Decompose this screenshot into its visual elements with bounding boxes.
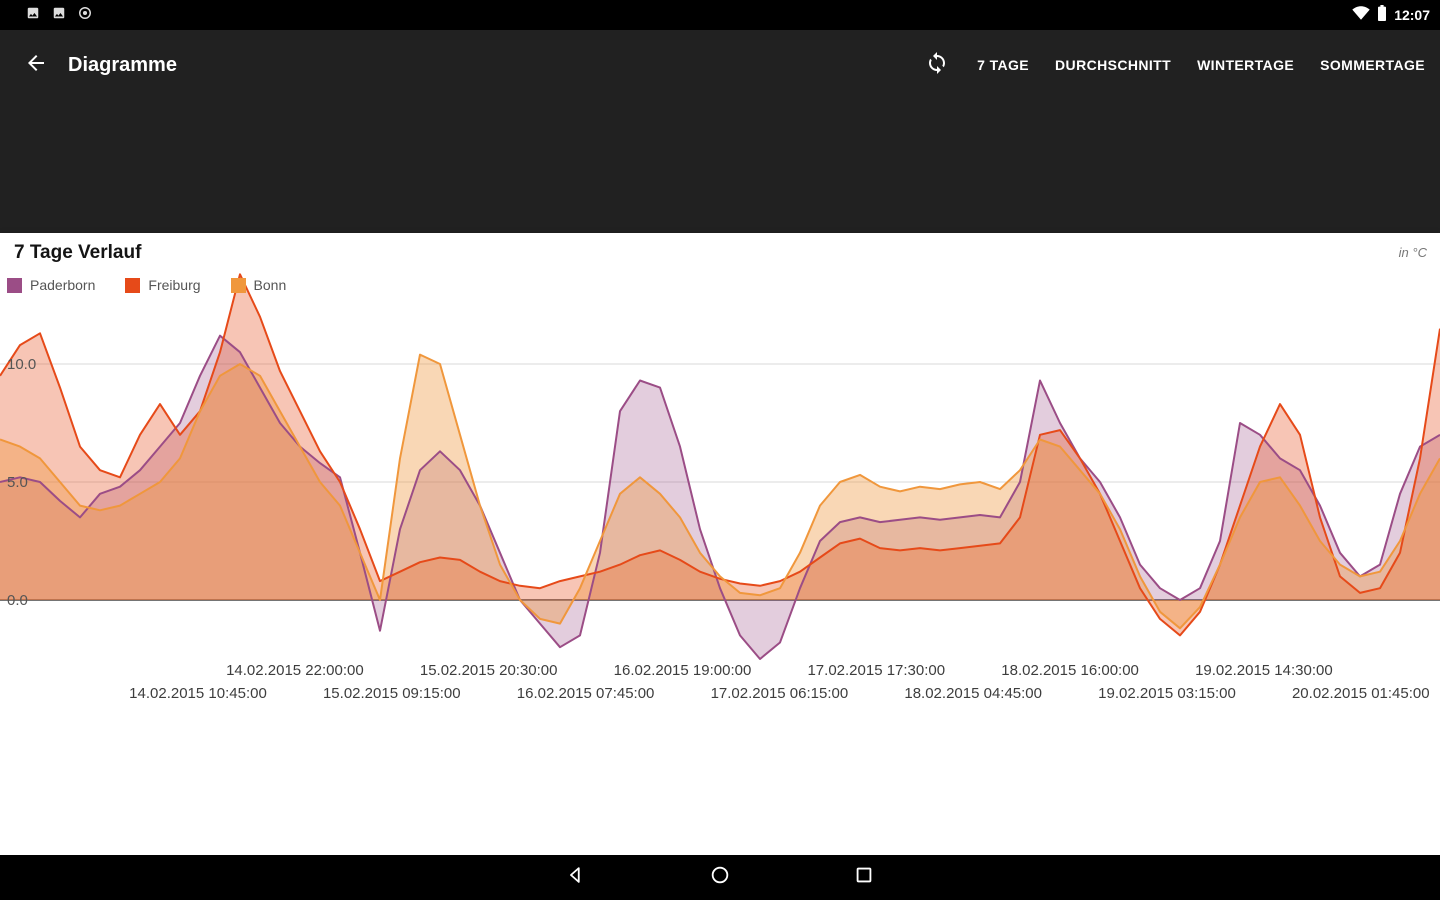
app-bar: Diagramme 7 TAGE DURCHSCHNITT WINTERTAGE… [0,30,1440,100]
app-bar-actions: 7 TAGE DURCHSCHNITT WINTERTAGE SOMMERTAG… [914,30,1438,100]
refresh-button[interactable] [914,42,960,88]
image-notification-icon [52,6,66,25]
chart-card: 10.0 5.0 0.0 14.02.2015 10:45:00 14.02.2015… [0,233,1440,855]
back-icon [565,864,587,891]
nav-home-button[interactable] [696,855,744,900]
legend-item-bonn: Bonn [230,277,287,293]
battery-icon [1377,4,1387,26]
action-7-tage[interactable]: 7 TAGE [977,57,1030,73]
legend-label: Paderborn [30,277,96,293]
chart-legend: Paderborn Freiburg Bonn [7,277,286,293]
navigation-bar [0,855,1440,900]
action-sommertage[interactable]: SOMMERTAGE [1320,57,1425,73]
chart-canvas[interactable] [0,233,1440,855]
wifi-icon [1352,5,1370,25]
chart-title: 7 Tage Verlauf [14,242,142,263]
recents-icon [853,864,875,891]
page-title: Diagramme [68,54,177,76]
nav-back-button[interactable] [552,855,600,900]
chart-unit-label: in °C [1398,245,1427,260]
back-button[interactable] [14,43,58,87]
legend-item-paderborn: Paderborn [7,277,95,293]
legend-item-freiburg: Freiburg [125,277,201,293]
legend-swatch-bonn [230,277,246,293]
action-durchschnitt[interactable]: DURCHSCHNITT [1055,57,1172,73]
sync-icon [925,51,949,80]
status-bar-system: 12:07 [1352,0,1430,30]
home-icon [709,864,731,891]
arrow-back-icon [24,51,48,80]
screenshot-notification-icon [26,6,40,25]
legend-swatch-paderborn [7,277,22,293]
status-bar-clock: 12:07 [1394,7,1430,23]
nav-recents-button[interactable] [840,855,888,900]
circle-notification-icon [78,6,92,25]
legend-label: Freiburg [148,277,201,293]
status-bar: 12:07 [0,0,1440,30]
legend-label: Bonn [253,277,287,293]
legend-swatch-freiburg [125,277,141,293]
action-wintertage[interactable]: WINTERTAGE [1197,57,1295,73]
status-bar-notifications [26,0,92,30]
